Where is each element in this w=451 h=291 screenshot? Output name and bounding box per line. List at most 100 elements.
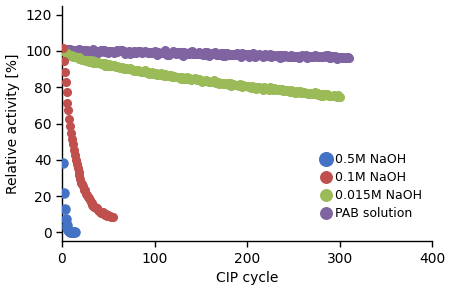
0.015M NaOH (144, 69, 152, 74)
PAB solution (178, 51, 185, 56)
PAB solution (69, 48, 77, 52)
0.015M NaOH (59, 48, 66, 53)
PAB solution (156, 50, 163, 55)
PAB solution (295, 54, 302, 59)
PAB solution (204, 50, 211, 55)
0.015M NaOH (320, 92, 327, 97)
PAB solution (114, 48, 121, 52)
PAB solution (250, 53, 257, 57)
0.015M NaOH (272, 87, 279, 91)
0.015M NaOH (289, 89, 296, 94)
0.015M NaOH (236, 82, 243, 87)
0.1M NaOH (87, 199, 94, 204)
0.015M NaOH (148, 70, 155, 74)
0.1M NaOH (86, 197, 93, 202)
PAB solution (323, 54, 331, 59)
0.1M NaOH (96, 210, 103, 214)
0.015M NaOH (247, 85, 254, 90)
PAB solution (108, 49, 115, 54)
PAB solution (177, 52, 184, 56)
0.015M NaOH (216, 80, 224, 85)
PAB solution (118, 48, 125, 53)
PAB solution (153, 51, 160, 55)
PAB solution (230, 52, 238, 56)
PAB solution (333, 57, 341, 61)
PAB solution (141, 50, 148, 54)
0.015M NaOH (301, 90, 308, 95)
0.5M NaOH (68, 230, 75, 234)
PAB solution (345, 55, 353, 60)
0.015M NaOH (331, 93, 339, 98)
0.1M NaOH (100, 211, 107, 216)
PAB solution (330, 55, 337, 59)
PAB solution (237, 54, 244, 59)
PAB solution (258, 52, 266, 57)
0.015M NaOH (274, 86, 281, 91)
0.015M NaOH (239, 84, 246, 89)
0.015M NaOH (332, 94, 340, 99)
PAB solution (286, 55, 293, 60)
0.015M NaOH (83, 58, 90, 63)
PAB solution (321, 54, 328, 58)
PAB solution (225, 53, 232, 58)
PAB solution (103, 48, 110, 53)
PAB solution (324, 53, 331, 58)
PAB solution (267, 52, 274, 56)
PAB solution (215, 52, 222, 57)
PAB solution (240, 52, 247, 57)
PAB solution (134, 49, 142, 54)
0.5M NaOH (69, 230, 76, 235)
0.015M NaOH (190, 76, 197, 81)
PAB solution (162, 51, 169, 56)
0.015M NaOH (243, 84, 250, 88)
PAB solution (170, 49, 177, 54)
0.015M NaOH (176, 76, 183, 81)
0.015M NaOH (63, 51, 70, 56)
PAB solution (214, 53, 221, 58)
0.1M NaOH (88, 200, 95, 205)
PAB solution (220, 54, 227, 58)
PAB solution (304, 53, 312, 58)
0.015M NaOH (194, 78, 202, 82)
0.1M NaOH (64, 101, 71, 105)
0.015M NaOH (197, 77, 204, 82)
0.015M NaOH (65, 52, 72, 57)
0.015M NaOH (86, 58, 93, 62)
0.015M NaOH (79, 57, 87, 62)
0.015M NaOH (111, 63, 118, 68)
0.015M NaOH (295, 90, 302, 94)
PAB solution (128, 49, 135, 54)
0.015M NaOH (279, 86, 286, 91)
0.015M NaOH (266, 88, 273, 93)
PAB solution (120, 49, 127, 53)
0.015M NaOH (107, 64, 115, 69)
0.015M NaOH (201, 78, 208, 83)
0.015M NaOH (325, 93, 332, 98)
PAB solution (160, 51, 167, 56)
0.015M NaOH (168, 73, 175, 78)
0.015M NaOH (335, 94, 342, 99)
0.015M NaOH (173, 75, 180, 79)
0.015M NaOH (106, 63, 114, 68)
0.1M NaOH (66, 116, 73, 121)
0.015M NaOH (159, 72, 166, 77)
0.015M NaOH (92, 59, 100, 64)
PAB solution (207, 51, 215, 56)
PAB solution (273, 53, 281, 58)
0.1M NaOH (104, 214, 111, 218)
PAB solution (84, 50, 92, 55)
PAB solution (242, 52, 249, 56)
PAB solution (227, 52, 234, 57)
PAB solution (295, 55, 303, 60)
0.1M NaOH (78, 181, 85, 185)
0.015M NaOH (207, 79, 215, 84)
0.015M NaOH (162, 74, 169, 78)
PAB solution (93, 49, 101, 54)
0.015M NaOH (124, 67, 131, 71)
PAB solution (186, 50, 193, 55)
PAB solution (99, 47, 106, 52)
0.015M NaOH (101, 61, 108, 65)
0.5M NaOH (64, 226, 71, 230)
PAB solution (106, 48, 114, 53)
PAB solution (94, 50, 101, 55)
